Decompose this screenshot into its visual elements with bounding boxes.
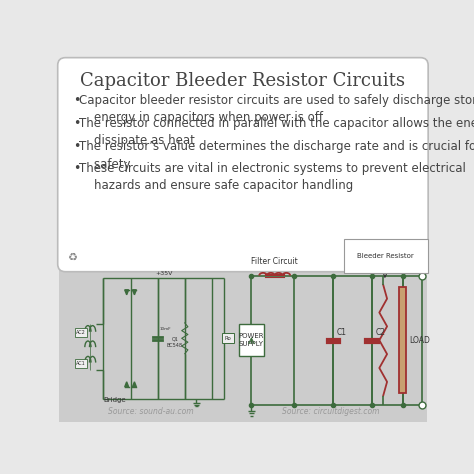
Text: POWER
SUPPLY: POWER SUPPLY	[239, 334, 264, 347]
FancyBboxPatch shape	[222, 333, 234, 343]
Text: Ro: Ro	[225, 336, 232, 341]
FancyBboxPatch shape	[75, 359, 87, 367]
Text: The resistor’s value determines the discharge rate and is crucial for
    safety: The resistor’s value determines the disc…	[80, 140, 474, 171]
FancyBboxPatch shape	[58, 58, 428, 272]
FancyBboxPatch shape	[75, 328, 87, 337]
Text: ♻: ♻	[67, 253, 77, 263]
Text: C2: C2	[375, 328, 385, 337]
Text: Filter Circuit: Filter Circuit	[251, 257, 298, 266]
Text: Source: circuitdigest.com: Source: circuitdigest.com	[282, 407, 379, 416]
Text: Capacitor Bleeder Resistor Circuits: Capacitor Bleeder Resistor Circuits	[81, 72, 405, 90]
Text: LOAD: LOAD	[409, 336, 429, 345]
Text: •: •	[73, 162, 81, 174]
Polygon shape	[133, 382, 137, 387]
Text: •: •	[73, 94, 81, 107]
Bar	[59, 264, 427, 422]
Text: AC1: AC1	[76, 361, 86, 366]
Text: Capacitor bleeder resistor circuits are used to safely discharge stored
    ener: Capacitor bleeder resistor circuits are …	[80, 94, 474, 124]
Polygon shape	[125, 382, 128, 387]
Text: C1: C1	[337, 328, 346, 337]
Text: +35V: +35V	[155, 271, 173, 275]
Text: Bleeder Resistor: Bleeder Resistor	[357, 253, 414, 277]
Text: AC2: AC2	[76, 330, 86, 335]
Text: Bridge: Bridge	[103, 397, 126, 403]
Polygon shape	[133, 290, 137, 295]
Polygon shape	[125, 290, 128, 295]
FancyBboxPatch shape	[239, 324, 264, 356]
Text: These circuits are vital in electronic systems to prevent electrical
    hazards: These circuits are vital in electronic s…	[80, 162, 466, 192]
Text: •: •	[73, 140, 81, 153]
Text: Source: sound-au.com: Source: sound-au.com	[108, 407, 193, 416]
Text: Q1
BC548: Q1 BC548	[167, 337, 182, 347]
Text: •: •	[73, 117, 81, 130]
Text: 10mF: 10mF	[159, 327, 171, 331]
Bar	[399, 287, 406, 393]
Text: The resistor connected in parallel with the capacitor allows the energy to
    d: The resistor connected in parallel with …	[80, 117, 474, 147]
